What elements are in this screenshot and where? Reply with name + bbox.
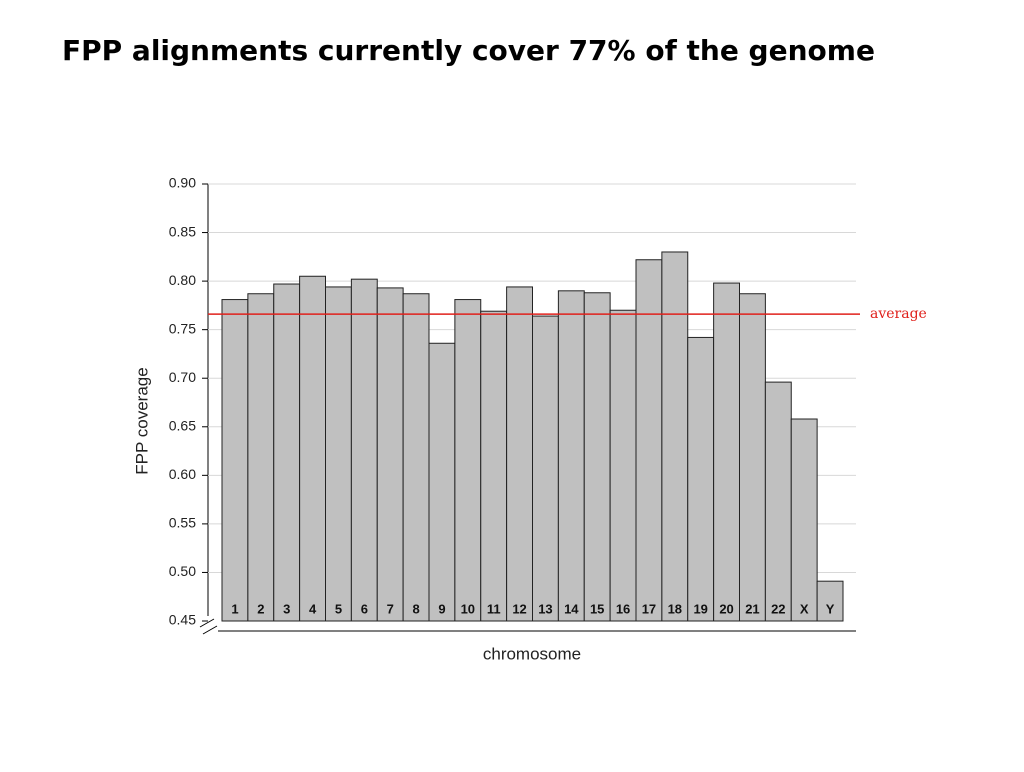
bar: [764, 381, 792, 622]
bar: [687, 336, 715, 622]
bar: [428, 342, 456, 622]
bar: [454, 299, 482, 622]
bar: [557, 290, 585, 622]
bar: [402, 293, 430, 622]
x-tick-label: 5: [335, 601, 342, 616]
x-tick-label: 1: [231, 601, 238, 616]
bar: [739, 293, 766, 622]
bar: [583, 292, 611, 622]
x-tick-label: X: [800, 601, 809, 616]
y-tick-label: 0.80: [169, 272, 196, 288]
y-tick-label: 0.85: [169, 223, 196, 239]
x-tick-label: 21: [745, 601, 759, 616]
y-tick-label: 0.45: [169, 612, 196, 628]
average-label: average: [870, 306, 927, 322]
bar: [609, 309, 637, 622]
y-tick-label: 0.75: [169, 320, 196, 336]
x-tick-label: 18: [668, 601, 682, 616]
y-tick-label: 0.70: [169, 369, 196, 385]
bar: [325, 286, 352, 622]
x-tick-label: 22: [771, 601, 785, 616]
x-tick-label: 16: [616, 601, 630, 616]
bar: [790, 418, 818, 622]
x-tick-label: 2: [257, 601, 264, 616]
bar: [221, 299, 249, 622]
bar: [350, 278, 378, 622]
bar: [376, 287, 404, 622]
bar: [480, 310, 508, 622]
x-axis-label: chromosome: [483, 644, 581, 663]
bar: [532, 315, 559, 622]
x-tick-label: 7: [387, 601, 394, 616]
x-tick-label: 11: [487, 601, 501, 616]
bar: [661, 251, 689, 622]
x-tick-label: 4: [309, 601, 317, 616]
bar: [506, 286, 533, 622]
x-tick-label: 6: [361, 601, 368, 616]
bar: [816, 580, 844, 622]
bar: [299, 275, 326, 622]
x-tick-label: 20: [719, 601, 733, 616]
x-tick-label: 13: [538, 601, 552, 616]
y-tick-label: 0.50: [169, 563, 196, 579]
bar: [635, 259, 663, 622]
axis-break: [199, 618, 218, 635]
y-tick-label: 0.55: [169, 515, 196, 531]
y-tick-label: 0.90: [169, 175, 196, 191]
x-tick-label: 3: [283, 601, 290, 616]
bar: [713, 282, 740, 622]
slide-title: FPP alignments currently cover 77% of th…: [62, 34, 875, 67]
bar: [273, 283, 301, 622]
x-tick-label: 12: [512, 601, 526, 616]
y-tick-label: 0.65: [169, 417, 196, 433]
y-tick-label: 0.60: [169, 466, 196, 482]
x-tick-label: 19: [693, 601, 707, 616]
x-tick-label: 15: [590, 601, 604, 616]
x-tick-label: 17: [642, 601, 656, 616]
x-tick-label: 10: [461, 601, 475, 616]
x-tick-label: Y: [826, 601, 835, 616]
bar: [247, 293, 275, 622]
x-tick-label: 8: [412, 601, 419, 616]
x-tick-label: 9: [438, 601, 445, 616]
x-tick-label: 14: [564, 601, 579, 616]
y-axis-label: FPP coverage: [132, 367, 151, 474]
